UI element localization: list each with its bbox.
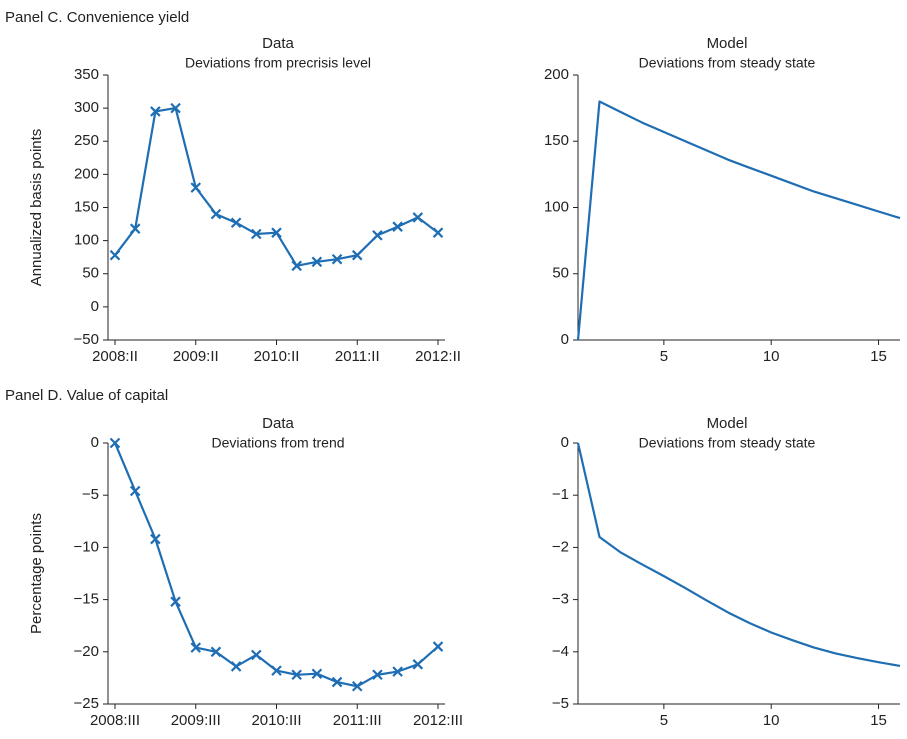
marker: [190, 182, 202, 193]
y-tick-label: 0: [91, 434, 99, 451]
y-tick-label: −3: [552, 591, 569, 608]
marker: [210, 208, 222, 220]
data-line: [114, 107, 439, 267]
marker: [230, 661, 242, 672]
x-tick-label: 2010:II: [254, 348, 300, 365]
marker: [331, 676, 343, 688]
marker: [412, 212, 424, 223]
marker: [311, 668, 323, 680]
marker: [392, 221, 403, 232]
chart-title: Model: [707, 35, 748, 52]
x-tick-label: 2011:III: [333, 712, 382, 729]
data-line: [113, 442, 439, 688]
chart-title: Data: [262, 35, 294, 52]
x-tick-label: 15: [870, 712, 887, 729]
marker: [129, 223, 141, 234]
chart-subtitle: Deviations from steady state: [639, 435, 816, 451]
panel-title: Panel C. Convenience yield: [5, 9, 189, 26]
x-tick-label: 2009:II: [173, 348, 219, 365]
y-tick-label: 200: [544, 66, 569, 83]
x-tick-label: 10: [763, 348, 780, 365]
x-tick-label: 5: [660, 712, 668, 729]
y-tick-label: 100: [544, 198, 569, 215]
y-tick-label: 350: [74, 66, 99, 83]
x-tick-label: 2009:III: [171, 712, 221, 729]
marker: [372, 669, 383, 681]
marker: [230, 217, 242, 229]
y-tick-label: 0: [561, 331, 569, 348]
marker: [150, 106, 161, 117]
marker: [432, 227, 444, 238]
marker: [412, 659, 424, 670]
x-tick-label: 2012:III: [413, 712, 463, 729]
x-tick-label: 2008:III: [90, 712, 140, 729]
y-tick-label: 150: [544, 132, 569, 149]
y-tick-label: 300: [74, 99, 99, 116]
marker: [392, 666, 403, 677]
y-tick-label: 50: [552, 265, 569, 282]
y-tick-label: 50: [82, 265, 99, 282]
marker: [331, 253, 343, 265]
marker: [170, 596, 181, 607]
y-tick-label: −2: [552, 538, 569, 555]
marker: [271, 227, 282, 238]
y-tick-label: 100: [74, 232, 99, 249]
marker: [271, 665, 282, 676]
y-tick-label: −5: [552, 695, 569, 712]
y-tick-label: 150: [74, 198, 99, 215]
data-line: [576, 100, 901, 341]
chart-subtitle: Deviations from precrisis level: [185, 55, 371, 71]
y-tick-label: −20: [74, 643, 99, 660]
marker: [129, 485, 141, 497]
data-line: [576, 442, 901, 667]
y-tick-label: −5: [82, 486, 99, 503]
y-tick-label: −15: [74, 591, 99, 608]
x-tick-label: 5: [660, 348, 668, 365]
marker: [291, 260, 302, 272]
x-tick-label: 2011:II: [335, 348, 380, 365]
marker: [251, 228, 262, 240]
marker: [351, 680, 363, 692]
marker: [109, 249, 121, 261]
y-tick-label: 0: [91, 298, 99, 315]
chart-subtitle: Deviations from trend: [211, 435, 344, 451]
y-tick-label: −10: [74, 538, 99, 555]
marker: [351, 249, 363, 261]
y-tick-label: −25: [74, 695, 99, 712]
x-tick-label: 2012:II: [415, 348, 461, 365]
y-tick-label: 250: [74, 132, 99, 149]
y-axis-label: Percentage points: [28, 513, 45, 634]
chart-title: Model: [707, 415, 748, 432]
marker: [109, 437, 121, 449]
chart-title: Data: [262, 415, 294, 432]
marker: [150, 533, 161, 545]
marker: [170, 102, 181, 114]
marker: [210, 646, 222, 658]
marker: [311, 256, 323, 268]
marker: [432, 641, 444, 652]
marker: [291, 669, 302, 681]
x-tick-label: 10: [763, 712, 780, 729]
marker: [190, 642, 202, 653]
marker: [372, 230, 383, 241]
x-tick-label: 15: [870, 348, 887, 365]
x-tick-label: 2010:III: [251, 712, 301, 729]
y-tick-label: 0: [561, 434, 569, 451]
y-axis-label: Annualized basis points: [28, 129, 45, 287]
y-tick-label: 200: [74, 165, 99, 182]
x-tick-label: 2008:II: [92, 348, 138, 365]
y-tick-label: −1: [552, 486, 569, 503]
panel-title: Panel D. Value of capital: [5, 387, 168, 404]
y-tick-label: −50: [74, 331, 99, 348]
marker: [251, 649, 262, 661]
y-tick-label: −4: [552, 643, 569, 660]
chart-subtitle: Deviations from steady state: [639, 55, 816, 71]
